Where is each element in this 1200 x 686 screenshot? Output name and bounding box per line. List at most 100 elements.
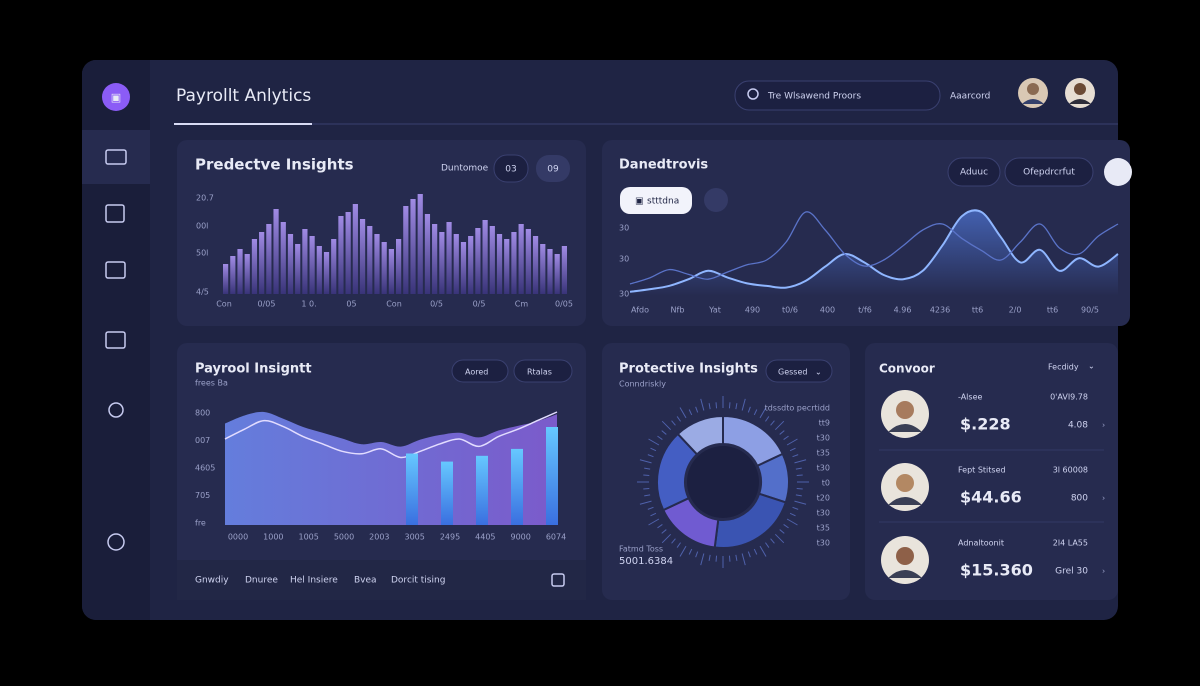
axis-label: t/f6 — [858, 306, 872, 315]
axis-label: t30 — [817, 464, 830, 473]
nav-icon[interactable] — [108, 402, 124, 418]
ring-tick — [786, 518, 798, 526]
nav-icon[interactable] — [105, 261, 126, 279]
toggle-button[interactable] — [493, 154, 529, 183]
axis-label: t0 — [822, 479, 830, 488]
search-box[interactable] — [734, 80, 941, 111]
bar — [511, 448, 523, 525]
tab[interactable]: Bvea — [354, 576, 377, 586]
tab-strip — [177, 560, 586, 600]
axis-label: 800 — [195, 409, 210, 418]
logo-mark: ▣ — [111, 91, 121, 104]
axis-label: Afdo — [631, 306, 649, 315]
bar — [280, 222, 286, 294]
axis-label: fre — [195, 519, 206, 528]
ring-tick — [643, 474, 650, 477]
nav-icon[interactable] — [105, 331, 126, 349]
nav-icon[interactable] — [107, 533, 125, 551]
filter-button-label: Aored — [465, 368, 488, 377]
search-icon — [747, 88, 759, 100]
tab[interactable]: Gnwdiy — [195, 576, 229, 586]
search-placeholder: Tre Wlsawend Proors — [767, 92, 861, 102]
chip-action[interactable] — [704, 188, 728, 212]
avatar[interactable] — [1065, 78, 1095, 108]
ring-tick — [708, 554, 711, 561]
avatar[interactable] — [1018, 78, 1048, 108]
chip[interactable] — [620, 187, 692, 214]
ring-tick — [661, 529, 667, 534]
ring-tick — [647, 454, 654, 458]
bar — [374, 234, 380, 294]
tab[interactable]: Dnuree — [245, 576, 278, 586]
avatar-body — [888, 424, 922, 432]
account-link[interactable]: Aaarcord — [950, 92, 990, 102]
axis-label: 0/05 — [555, 300, 573, 309]
axis-label: 490 — [745, 306, 760, 315]
ring-tick — [688, 409, 693, 416]
axis-label: t0/6 — [782, 306, 798, 315]
dropdown-caret: ⌄ — [815, 368, 822, 377]
ring-tick — [708, 403, 711, 410]
filter-button[interactable] — [947, 157, 1001, 187]
filter-button[interactable] — [1004, 157, 1094, 187]
bar — [532, 236, 539, 294]
ring-tick — [747, 406, 751, 413]
ring-tick — [792, 506, 799, 510]
axis-label: 2003 — [369, 533, 389, 542]
payroll-line — [224, 411, 558, 459]
axis-label: 1005 — [298, 533, 318, 542]
panel-subtitle: frees Ba — [195, 379, 228, 388]
ring-tick — [728, 555, 731, 562]
ring-tick — [643, 487, 650, 490]
bar — [439, 232, 445, 294]
panel-title: Convoor — [879, 362, 935, 376]
toggle-button[interactable] — [536, 155, 570, 182]
bar — [316, 246, 322, 294]
ring-tick — [661, 430, 667, 435]
row-chevron: › — [1102, 494, 1105, 503]
bar — [446, 222, 452, 294]
ring-tick — [792, 454, 799, 458]
ring-tick — [657, 524, 663, 529]
filter-button[interactable] — [513, 359, 573, 383]
axis-label: 20.7 — [196, 194, 214, 203]
axis-label: 705 — [195, 491, 210, 500]
ring-tick — [700, 398, 705, 411]
bar — [287, 234, 294, 294]
logo[interactable] — [102, 83, 130, 111]
ring-tick — [747, 551, 751, 558]
row-meta: 2l4 LA55 — [1053, 539, 1088, 548]
nav-icon[interactable] — [105, 204, 125, 223]
tab[interactable]: Hel Insiere — [290, 576, 338, 586]
filter-button[interactable] — [451, 359, 509, 383]
ring-tick — [765, 416, 770, 422]
avatar-face — [896, 474, 914, 492]
more-button[interactable] — [1104, 158, 1132, 186]
ring-tick — [639, 500, 652, 505]
axis-label: t20 — [817, 494, 830, 503]
row-amount: $15.360 — [960, 561, 1033, 580]
bar — [475, 228, 481, 294]
filter-label[interactable]: Fecdidy — [1048, 363, 1079, 372]
tab[interactable]: Dorcit tising — [391, 576, 445, 586]
dropdown[interactable] — [765, 359, 833, 383]
ring-tick — [735, 554, 738, 561]
filter-button-label: Aduuc — [960, 168, 988, 178]
bar — [251, 239, 258, 294]
ring-tick — [648, 438, 660, 446]
sidebar — [82, 60, 150, 620]
axis-label: 4605 — [195, 464, 215, 473]
chip-label: stttdna — [647, 197, 679, 207]
donut-hole — [687, 446, 759, 518]
bar — [367, 226, 373, 294]
app-title: Payrollt Anlytics — [176, 86, 311, 106]
bar — [406, 453, 418, 525]
ring-tick — [676, 542, 681, 548]
axis-label: 50l — [196, 249, 208, 258]
axis-label: 05 — [346, 300, 356, 309]
ring-tick — [789, 512, 796, 517]
tab-strip-icon[interactable] — [551, 573, 565, 587]
nav-icon[interactable] — [105, 149, 127, 165]
bar — [223, 264, 229, 294]
